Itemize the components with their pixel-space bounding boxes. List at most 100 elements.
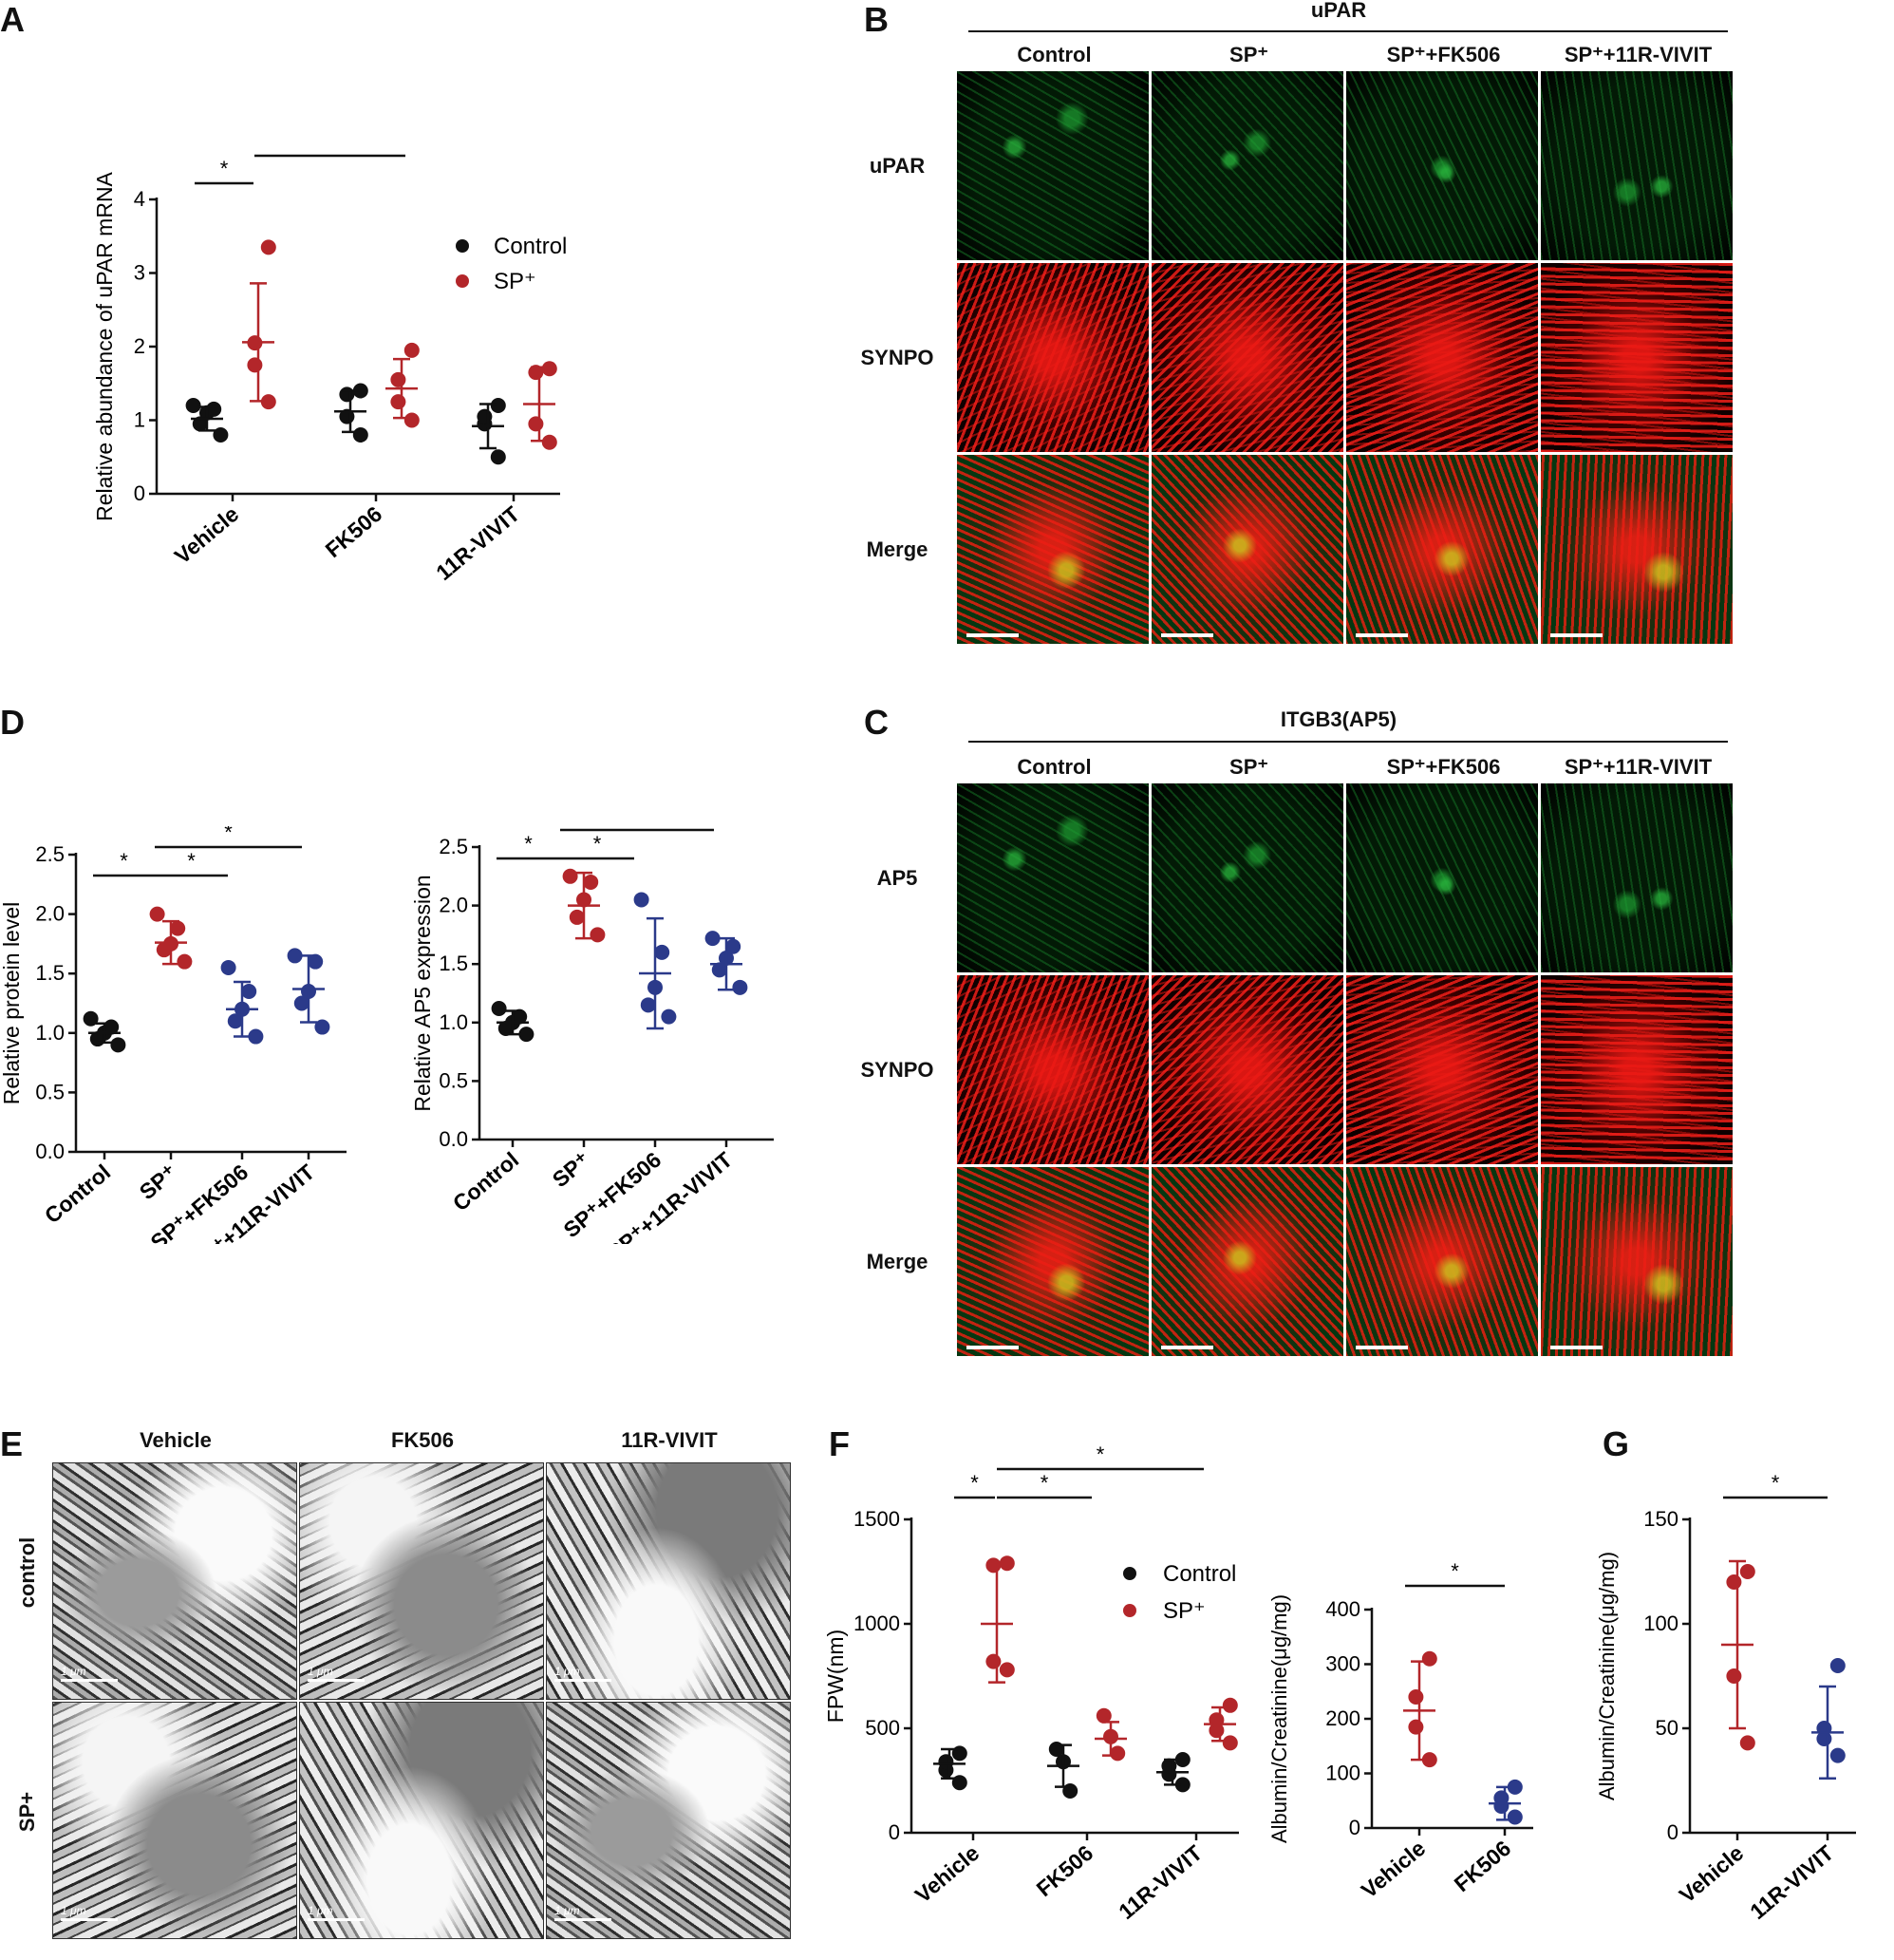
fluorescence-image [1541, 975, 1733, 1164]
data-point [1174, 1777, 1191, 1793]
data-point [518, 1027, 534, 1043]
x-tick-label: 11R-VIVIT [1114, 1840, 1207, 1924]
fluorescence-image [1152, 783, 1343, 972]
legend-sp-marker [1123, 1604, 1136, 1617]
y-tick-label: 500 [865, 1716, 900, 1740]
x-tick-label: Vehicle [1675, 1840, 1748, 1908]
scale-bar: 1 μm [554, 1665, 611, 1682]
data-point [562, 868, 578, 884]
data-point [260, 394, 276, 410]
data-point [725, 938, 741, 954]
column-label: SP⁺+FK506 [1386, 755, 1501, 779]
scale-label: 1 μm [308, 1665, 333, 1678]
fluorescence-image [957, 71, 1149, 260]
panel-label-F: F [829, 1424, 850, 1463]
data-point [1408, 1689, 1424, 1705]
data-point [248, 1028, 264, 1045]
fluorescence-image [1346, 1167, 1538, 1356]
data-point [241, 983, 257, 999]
data-point [999, 1555, 1015, 1572]
data-point [528, 416, 544, 432]
panel-C-header: ITGB3(AP5) [1280, 707, 1397, 731]
panel-label-B: B [864, 0, 889, 39]
panel-C-header-line [968, 741, 1728, 743]
x-tick-label: SP⁺ [548, 1147, 595, 1192]
fluorescence-image [1346, 783, 1538, 972]
panel-label-E: E [0, 1424, 24, 1463]
data-point [654, 944, 670, 960]
y-tick-label: 1.0 [439, 1010, 468, 1034]
data-point [192, 416, 208, 432]
column-label: SP⁺ [1229, 43, 1268, 66]
scale-bar [966, 1346, 1019, 1349]
row-label: SP+ [15, 1791, 39, 1833]
x-tick-label: FK506 [1450, 1836, 1516, 1896]
chart-G: 0 50 100 150 Albumin/Creatinine(μg/mg) Vehicl… [1595, 1471, 1856, 1924]
column-label: SP⁺+11R-VIVIT [1564, 43, 1713, 66]
y-tick-label: 400 [1325, 1597, 1360, 1621]
data-point [1421, 1752, 1437, 1768]
x-tick-label: Vehicle [910, 1840, 984, 1908]
x-tick-label: SP⁺ [135, 1159, 182, 1204]
y-tick-label: 0.0 [439, 1127, 468, 1151]
data-point [352, 383, 368, 399]
y-tick-label: 1500 [853, 1507, 900, 1531]
data-point [308, 953, 324, 970]
data-point [512, 1008, 528, 1025]
scale-bar [1161, 633, 1213, 637]
fluorescence-image [1152, 1167, 1343, 1356]
scale-line [61, 1679, 118, 1682]
em-image: 1 μm [299, 1702, 544, 1939]
data-point [206, 401, 222, 417]
row-label: SYNPO [860, 1058, 934, 1082]
panel-B-header-line [968, 30, 1728, 32]
y-tick-label: 1.5 [439, 952, 468, 975]
row-label: uPAR [869, 154, 926, 178]
data-point [220, 959, 236, 975]
legend-sp-marker [456, 274, 469, 288]
column-label: SP⁺+11R-VIVIT [1564, 755, 1713, 779]
significance-star: * [1451, 1559, 1459, 1583]
data-point [583, 874, 599, 890]
data-point [390, 394, 406, 410]
em-image: 1 μm [546, 1702, 791, 1939]
scale-label: 1 μm [554, 1904, 580, 1917]
fluorescence-image [957, 783, 1149, 972]
significance-star: * [326, 142, 334, 153]
y-tick-label: 0.5 [439, 1068, 468, 1092]
y-tick-label: 2.5 [35, 842, 65, 866]
y-axis-label: Albumin/Creatinine(μg/mg) [1595, 1552, 1619, 1800]
y-tick-label: 0 [1349, 1816, 1360, 1839]
significance-star: * [220, 157, 229, 180]
legend-control-label: Control [494, 234, 567, 259]
scale-bar: 1 μm [308, 1904, 365, 1921]
column-label: Control [1017, 755, 1092, 779]
row-label: AP5 [876, 866, 918, 890]
y-axis-label: Relative AP5 expression [410, 875, 435, 1111]
data-point [293, 995, 309, 1011]
significance-star: * [1772, 1471, 1780, 1495]
data-point [1096, 1707, 1112, 1724]
row-label: Merge [866, 1250, 928, 1273]
significance-star: * [1041, 1471, 1049, 1495]
legend-control-marker [1123, 1567, 1136, 1580]
panel-C: ITGB3(AP5) Control SP⁺ SP⁺+FK506 SP⁺+11R-VI… [860, 707, 1737, 1372]
chart-F1: 0 500 1000 1500 FPW(nm) Vehicle FK506 11R-VIVIT… [823, 1442, 1239, 1924]
data-point [213, 427, 229, 443]
em-image: 1 μm [52, 1462, 297, 1700]
data-point [83, 1010, 99, 1027]
data-point [661, 1008, 677, 1025]
y-tick-label: 300 [1325, 1652, 1360, 1676]
fluorescence-image [957, 455, 1149, 644]
row-label: Merge [866, 537, 928, 561]
em-image: 1 μm [546, 1462, 791, 1700]
y-axis-label: FPW(nm) [823, 1630, 848, 1723]
fluorescence-image [1541, 783, 1733, 972]
data-point [260, 239, 276, 255]
row-label: control [15, 1536, 39, 1609]
fluorescence-image [1346, 71, 1538, 260]
panel-label-A: A [0, 0, 25, 39]
fluorescence-image [957, 975, 1149, 1164]
panel-label-G: G [1603, 1424, 1630, 1463]
